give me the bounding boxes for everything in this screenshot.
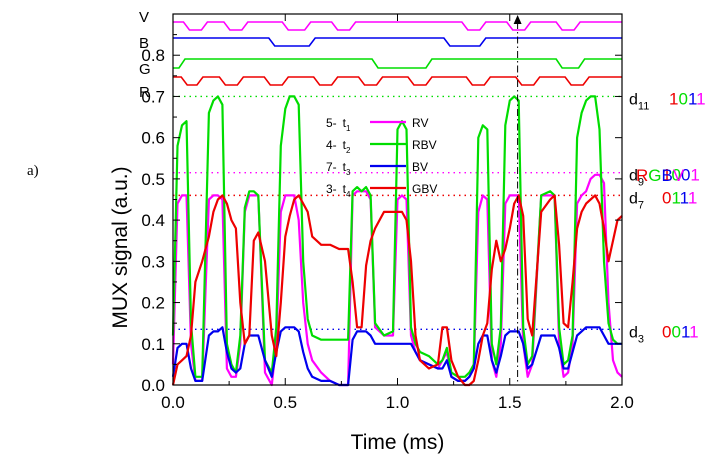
legend-item-symbol: t: [343, 116, 347, 130]
code-header-letter-b: B: [662, 166, 673, 185]
legend: 5- t1 RV 4- t2 RBV 7- t3 BV 3- t4 GBV: [326, 116, 437, 199]
level-code: 1011: [669, 89, 706, 108]
level-code-bit: 0: [671, 322, 680, 341]
level-code-bit: 0: [681, 166, 690, 185]
legend-item-name: BV: [412, 160, 428, 174]
level-label-subscript: 11: [638, 100, 649, 112]
y-tick-label: 0.2: [141, 294, 165, 313]
level-label-subscript: 7: [638, 199, 644, 211]
level-label-d3: d3: [629, 324, 644, 345]
level-code-bit: 1: [680, 188, 689, 207]
legend-item-subscript: 4: [346, 190, 351, 199]
series-line-rbv: [171, 95, 622, 378]
logic-lane-b: [173, 37, 622, 47]
logic-lane-r: [173, 76, 622, 86]
series-line-bv: [171, 326, 622, 387]
x-tick-label: 1.5: [498, 393, 522, 412]
level-code-bit: 1: [688, 188, 697, 207]
level-code-bit: 1: [688, 89, 697, 108]
panel-label: a): [27, 163, 39, 179]
level-code-bit: 1: [662, 166, 671, 185]
level-label-subscript: 9: [638, 177, 644, 189]
x-axis-title: Time (ms): [351, 431, 445, 454]
x-tick-label: 0.5: [273, 393, 297, 412]
level-code: 0011: [662, 322, 699, 341]
x-tick-label: 0.0: [161, 393, 185, 412]
legend-item-symbol: t: [343, 182, 347, 196]
code-header-letter-v: V: [673, 166, 685, 185]
code-header-letter-g: G: [648, 166, 661, 185]
legend-item-subscript: 3: [346, 168, 351, 177]
signal-series: [171, 95, 623, 387]
y-tick-label: 0.4: [141, 211, 165, 230]
logic-lane-label-v: V: [139, 9, 149, 26]
level-code: 1001: [662, 166, 700, 185]
legend-item-name: RBV: [412, 138, 437, 152]
series-line-gbv: [171, 194, 623, 387]
legend-item-label: 5- t1: [326, 116, 351, 133]
level-label-d11: d11: [629, 91, 649, 112]
level-code-bit: 1: [696, 89, 705, 108]
level-code-bit: 1: [681, 322, 690, 341]
logic-lane-g: [173, 58, 622, 69]
logic-lane-label-r: R: [139, 84, 150, 101]
legend-item-subscript: 2: [346, 146, 351, 155]
y-tick-label: 0.6: [141, 129, 165, 148]
level-code-bit: 1: [690, 166, 699, 185]
legend-item-subscript: 1: [346, 124, 351, 133]
y-tick-label: 0.0: [141, 376, 165, 395]
level-code-bit: 0: [662, 322, 671, 341]
legend-item-label: 3- t4: [326, 182, 351, 199]
level-code-bit: 1: [669, 89, 678, 108]
y-axis-title: MUX signal (a.u.): [109, 166, 132, 328]
logic-lane-label-b: B: [139, 35, 149, 52]
logic-lane-v: [173, 21, 622, 31]
level-code-bit: 1: [671, 188, 680, 207]
axis-ticks: 0.0 0.5 1.0 1.5 2.0 0.0 0.1 0.2 0.3 0.4 0.5 0.6 0.7 0…: [141, 14, 634, 412]
legend-item-symbol: t: [343, 160, 347, 174]
level-code-bit: 0: [662, 188, 671, 207]
legend-item-label: 4- t2: [326, 138, 351, 155]
legend-item-name: RV: [412, 116, 428, 130]
level-code-bit: 0: [678, 89, 687, 108]
legend-item-symbol: t: [343, 138, 347, 152]
logic-lane-label-g: G: [139, 61, 151, 78]
x-tick-label: 1.0: [386, 393, 410, 412]
y-tick-label: 0.5: [141, 170, 165, 189]
level-code-bit: 0: [671, 166, 680, 185]
y-tick-label: 0.8: [141, 46, 165, 65]
y-tick-label: 0.7: [141, 87, 165, 106]
y-tick-label: 0.3: [141, 252, 165, 271]
code-header-letter-r: R: [636, 166, 648, 185]
level-code: 0111: [662, 188, 697, 207]
level-label-subscript: 3: [638, 333, 644, 345]
level-code-bit: 1: [689, 322, 698, 341]
legend-item-label: 7- t3: [326, 160, 351, 177]
y-tick-label: 0.1: [141, 335, 165, 354]
level-label-d7: d7: [629, 190, 644, 211]
legend-item-name: GBV: [412, 182, 437, 196]
code-header: RGBV: [636, 166, 685, 185]
x-tick-label: 2.0: [610, 393, 634, 412]
time-marker-arrowhead: [513, 15, 522, 24]
